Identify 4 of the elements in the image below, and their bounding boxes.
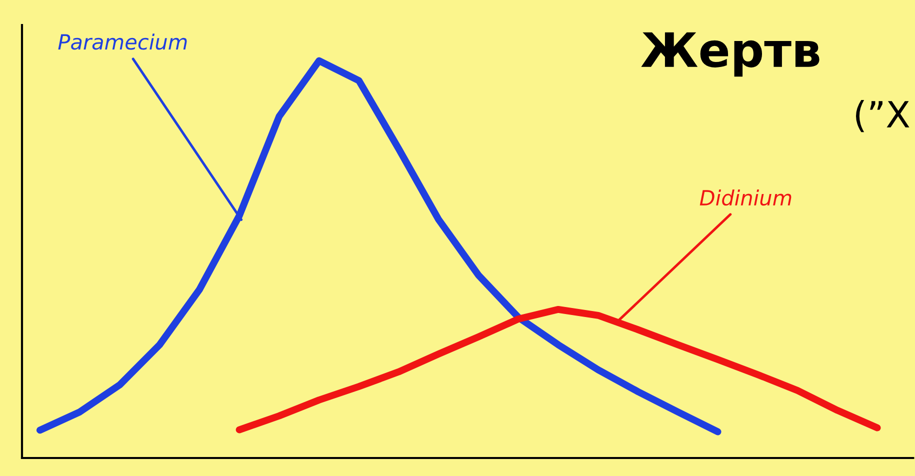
chart-title: Жертв [641, 32, 820, 77]
text: Paramecium [58, 34, 187, 50]
text: (”Х [856, 100, 910, 132]
text: Didinium [700, 190, 792, 206]
